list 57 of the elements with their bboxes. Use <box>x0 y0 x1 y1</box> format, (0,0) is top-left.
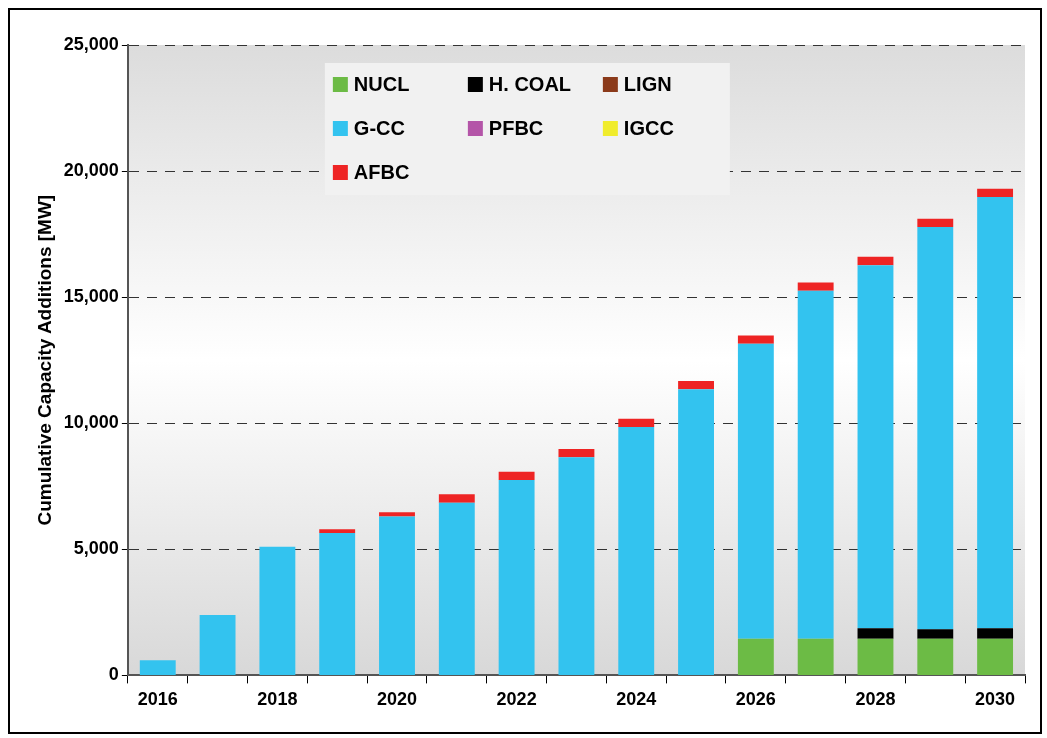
x-tick-label: 2024 <box>616 689 657 710</box>
y-tick-label: 20,000 <box>63 160 119 181</box>
bar <box>498 479 535 675</box>
bar <box>678 380 714 390</box>
bar <box>498 471 535 480</box>
bar <box>857 256 894 266</box>
bar <box>797 290 834 639</box>
bar <box>977 628 1014 639</box>
bar <box>977 638 1014 675</box>
x-tick-label: 2030 <box>975 689 1016 710</box>
bar <box>737 335 774 344</box>
y-tick-label: 0 <box>108 664 119 685</box>
x-tick-label: 2016 <box>137 689 178 710</box>
bar <box>857 265 894 629</box>
bar <box>737 343 774 639</box>
bar <box>977 197 1014 629</box>
legend-label: H. COAL <box>488 72 572 95</box>
legend-label: AFBC <box>353 160 410 183</box>
x-tick-label: 2028 <box>855 689 896 710</box>
bar <box>558 448 595 458</box>
bar <box>618 418 655 428</box>
bar <box>917 227 954 630</box>
x-tick-label: 2018 <box>257 689 298 710</box>
y-axis-title: Cumulative Capacity Additions [MW] <box>33 194 55 526</box>
bar <box>857 638 894 675</box>
y-tick-label: 10,000 <box>63 412 119 433</box>
bar <box>139 660 176 675</box>
bar <box>438 502 475 675</box>
legend-label: NUCL <box>353 72 410 95</box>
y-tick-label: 15,000 <box>63 286 119 307</box>
x-tick-label: 2020 <box>376 689 418 710</box>
bar <box>678 389 714 675</box>
bar <box>558 457 595 675</box>
bar <box>737 638 774 675</box>
bar <box>917 218 954 228</box>
y-tick-label: 5,000 <box>73 538 119 559</box>
bar <box>199 614 236 675</box>
bar <box>438 494 475 503</box>
bar <box>977 188 1014 198</box>
bar <box>917 629 954 639</box>
bar <box>797 638 834 675</box>
bar <box>797 282 834 291</box>
bar <box>379 512 415 517</box>
x-tick-label: 2026 <box>735 689 776 710</box>
bar <box>917 638 954 675</box>
legend-label: LIGN <box>623 72 672 95</box>
y-tick-label: 25,000 <box>63 33 119 54</box>
legend-label: PFBC <box>488 116 544 139</box>
bar <box>319 529 356 533</box>
bar <box>259 546 296 675</box>
bar <box>379 516 415 675</box>
x-tick-label: 2022 <box>496 689 537 710</box>
bar <box>857 628 894 639</box>
legend-label: IGCC <box>623 116 674 139</box>
bar <box>618 427 655 675</box>
legend-label: G-CC <box>353 116 405 139</box>
bar <box>319 532 356 675</box>
